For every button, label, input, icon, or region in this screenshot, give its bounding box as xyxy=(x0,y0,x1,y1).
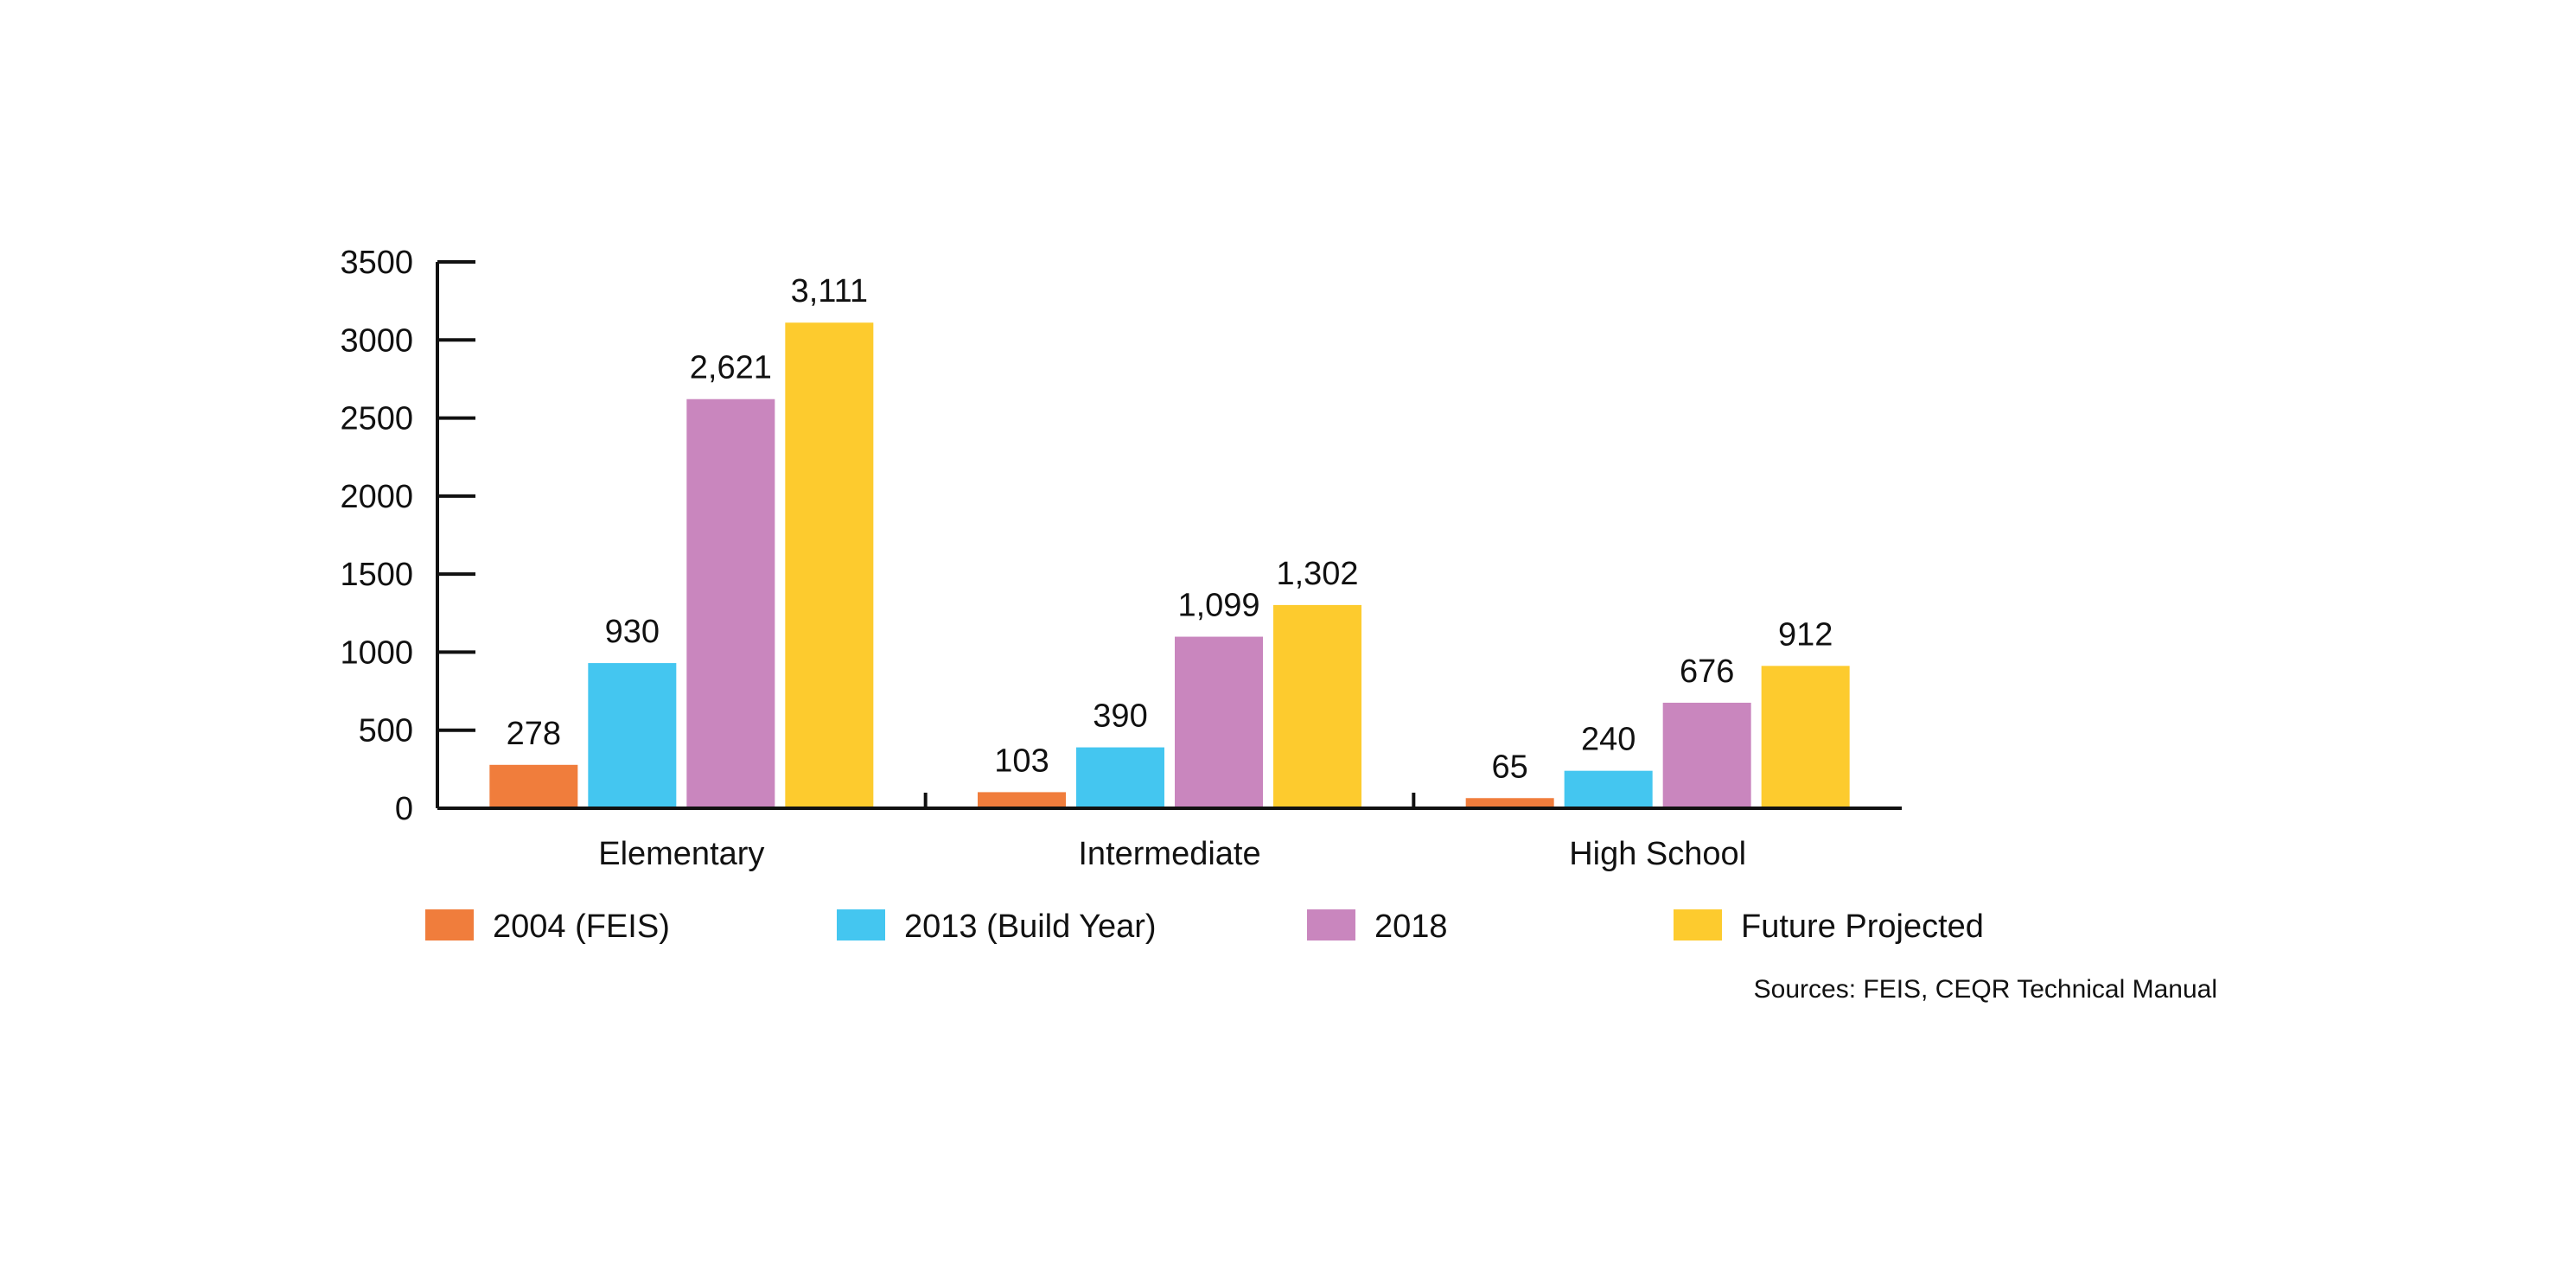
x-category-label: High School xyxy=(1569,836,1746,872)
bar xyxy=(489,764,578,808)
bar xyxy=(1761,666,1850,808)
bar xyxy=(686,399,775,808)
legend-label: Future Projected xyxy=(1741,909,1984,945)
bar xyxy=(1175,636,1263,808)
bar xyxy=(1076,747,1164,808)
bar-value-label: 676 xyxy=(1680,654,1734,690)
bar-value-label: 930 xyxy=(605,614,660,650)
bar-value-label: 390 xyxy=(1093,698,1147,735)
y-tick-label: 3500 xyxy=(340,245,413,281)
x-axis: Elementary Intermediate High School xyxy=(437,793,1902,872)
bar xyxy=(1564,770,1653,808)
bar xyxy=(1465,798,1554,808)
bar-value-label: 103 xyxy=(994,743,1049,779)
y-tick-label: 1000 xyxy=(340,634,413,671)
y-axis: 0 500 1000 1500 2000 2500 3000 3500 xyxy=(340,245,475,827)
legend-swatch xyxy=(1674,909,1722,940)
legend-label: 2004 (FEIS) xyxy=(493,909,670,945)
legend-swatch xyxy=(1307,909,1355,940)
y-tick-label: 500 xyxy=(359,713,413,749)
legend-swatch xyxy=(425,909,474,940)
bar xyxy=(1273,604,1361,808)
bar xyxy=(588,663,677,808)
bar-value-label: 1,302 xyxy=(1276,556,1358,592)
bar-value-label: 3,111 xyxy=(791,273,868,309)
y-tick-label: 2000 xyxy=(340,479,413,515)
x-category-label: Intermediate xyxy=(1078,836,1260,872)
bar xyxy=(1662,702,1751,808)
x-category-label: Elementary xyxy=(598,836,764,872)
bar-value-label: 65 xyxy=(1492,749,1528,785)
legend-swatch xyxy=(837,909,885,940)
y-tick-label: 3000 xyxy=(340,322,413,359)
legend-label: 2013 (Build Year) xyxy=(904,909,1157,945)
bar-value-label: 1,099 xyxy=(1177,588,1259,624)
bar-value-label: 240 xyxy=(1581,722,1636,758)
source-note: Sources: FEIS, CEQR Technical Manual xyxy=(1753,975,2217,1004)
y-tick-label: 1500 xyxy=(340,557,413,593)
bar xyxy=(978,792,1066,808)
y-tick-label: 2500 xyxy=(340,401,413,437)
legend: 2004 (FEIS) 2013 (Build Year) 2018 Future P… xyxy=(425,909,1984,945)
y-tick-label: 0 xyxy=(395,791,413,827)
bar-value-label: 278 xyxy=(507,716,561,752)
bars-group: 278 930 2,621 3,111 103 390 1,099 1,302 65 240 676… xyxy=(489,273,1850,808)
legend-label: 2018 xyxy=(1374,909,1448,945)
bar-value-label: 2,621 xyxy=(690,350,772,386)
bar-value-label: 912 xyxy=(1778,616,1833,653)
bar xyxy=(785,322,874,808)
